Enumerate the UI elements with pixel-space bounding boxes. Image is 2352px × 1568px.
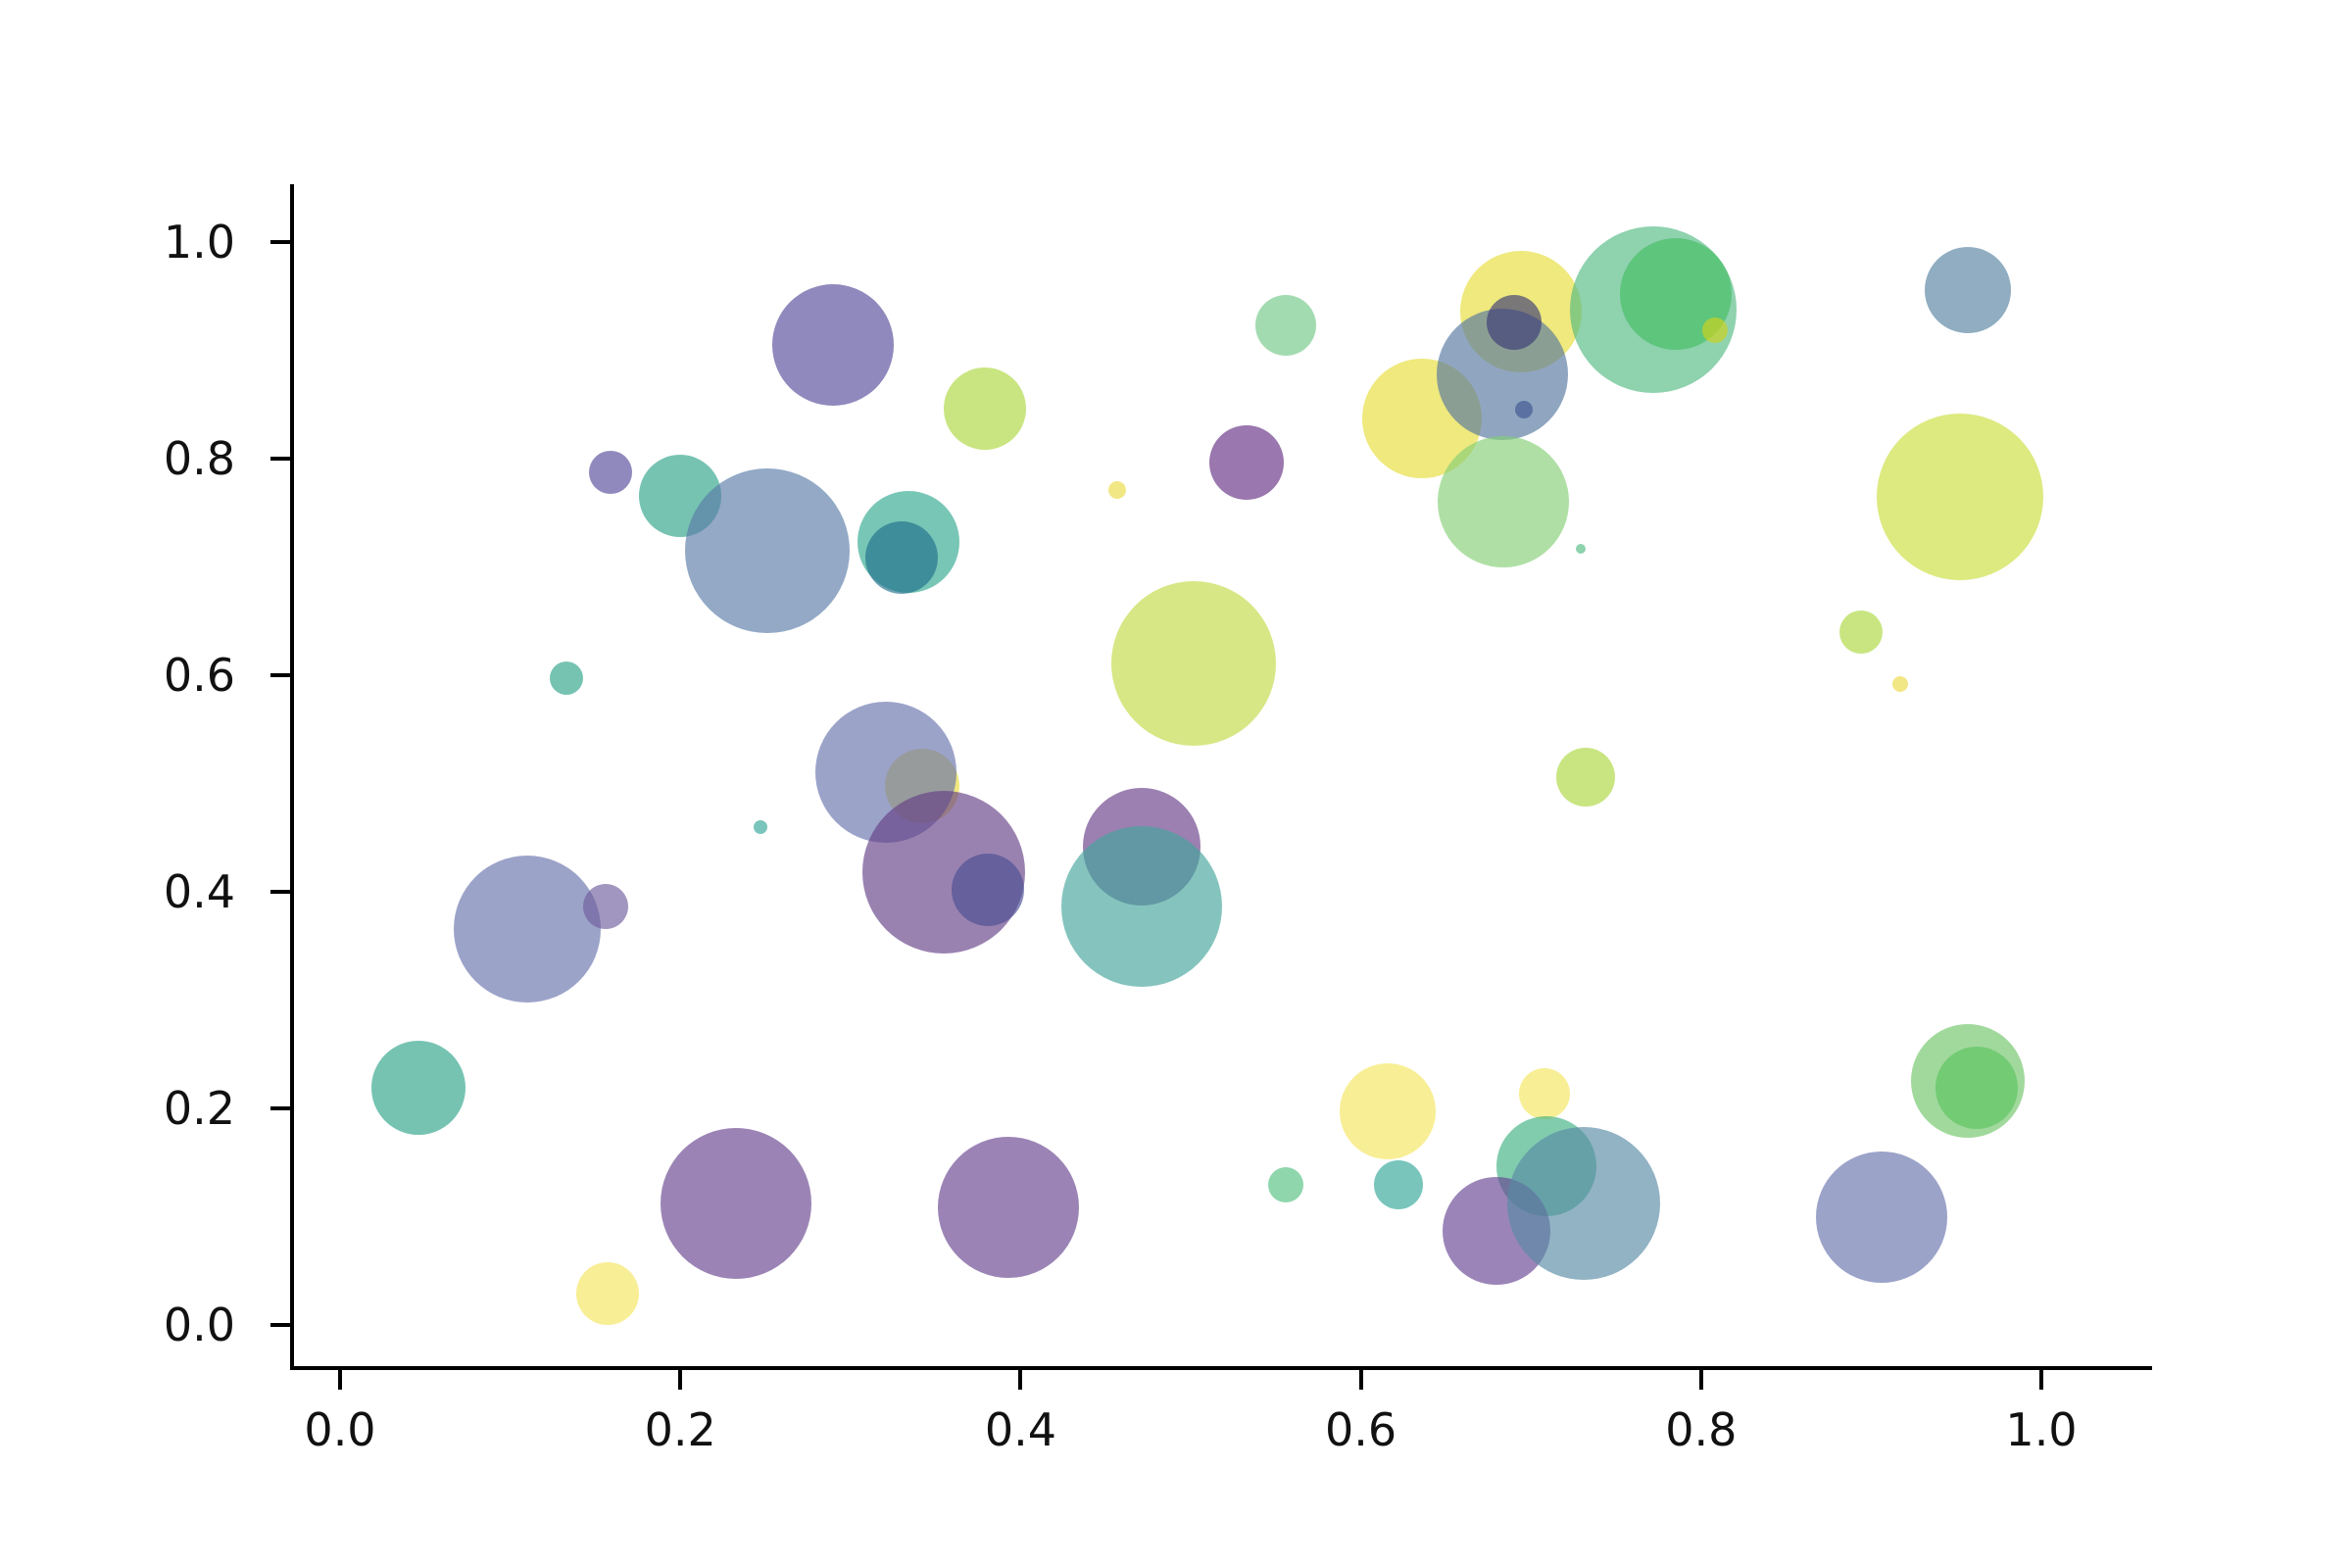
- y-tick-label: 0.2: [163, 1082, 235, 1135]
- y-tick-label: 0.4: [163, 865, 235, 918]
- bubble: [1891, 675, 1908, 692]
- bubble: [549, 662, 583, 696]
- x-tick-mark: [2039, 1370, 2043, 1390]
- x-tick-mark: [1018, 1370, 1023, 1390]
- bubble: [1936, 1047, 2019, 1129]
- bubble: [589, 451, 633, 495]
- bubble: [753, 819, 767, 834]
- bubble: [938, 1136, 1080, 1278]
- y-tick-label: 1.0: [163, 216, 235, 269]
- x-tick-label: 0.4: [984, 1403, 1056, 1456]
- y-tick-mark: [270, 673, 290, 677]
- y-tick-label: 0.8: [163, 432, 235, 485]
- bubble: [772, 283, 895, 406]
- bubble: [1111, 580, 1277, 746]
- y-tick-label: 0.0: [163, 1298, 235, 1351]
- bubble: [575, 1261, 639, 1325]
- bubble: [1519, 1067, 1571, 1119]
- bubble: [943, 368, 1026, 451]
- bubble: [1268, 1167, 1304, 1203]
- bubble: [453, 855, 601, 1003]
- bubble: [864, 520, 938, 594]
- x-tick-label: 1.0: [2005, 1403, 2078, 1456]
- bubble: [661, 1128, 812, 1280]
- bubble: [1876, 413, 2043, 580]
- bubble: [1507, 1127, 1661, 1281]
- bubble: [370, 1041, 466, 1135]
- y-tick-label: 0.6: [163, 649, 235, 702]
- y-tick-mark: [270, 1106, 290, 1110]
- bubble: [1925, 246, 2012, 333]
- x-tick-mark: [678, 1370, 683, 1390]
- bubble: [1209, 425, 1285, 501]
- bubble: [1255, 295, 1317, 357]
- bubble: [1515, 401, 1534, 419]
- bubble: [1340, 1063, 1437, 1160]
- bubble: [1060, 826, 1222, 988]
- x-tick-mark: [1698, 1370, 1703, 1390]
- y-axis-spine: [290, 184, 294, 1370]
- bubble: [582, 884, 628, 930]
- y-tick-mark: [270, 1323, 290, 1327]
- bubble: [1108, 481, 1127, 500]
- bubble: [684, 467, 850, 633]
- bubble: [1815, 1151, 1947, 1283]
- bubble: [1486, 294, 1542, 350]
- x-tick-label: 0.2: [644, 1403, 716, 1456]
- bubble: [1838, 610, 1883, 654]
- x-tick-label: 0.0: [304, 1403, 376, 1456]
- bubble: [1373, 1160, 1423, 1210]
- y-tick-mark: [270, 890, 290, 894]
- bubble: [952, 853, 1025, 926]
- x-tick-mark: [338, 1370, 342, 1390]
- bubble: [1701, 317, 1728, 343]
- y-tick-mark: [270, 240, 290, 244]
- x-tick-label: 0.6: [1325, 1403, 1397, 1456]
- x-tick-mark: [1358, 1370, 1363, 1390]
- bubble: [1555, 747, 1615, 807]
- x-tick-label: 0.8: [1665, 1403, 1738, 1456]
- bubble: [1438, 436, 1570, 568]
- x-axis-spine: [290, 1366, 2152, 1370]
- y-tick-mark: [270, 457, 290, 461]
- bubble: [1575, 543, 1586, 554]
